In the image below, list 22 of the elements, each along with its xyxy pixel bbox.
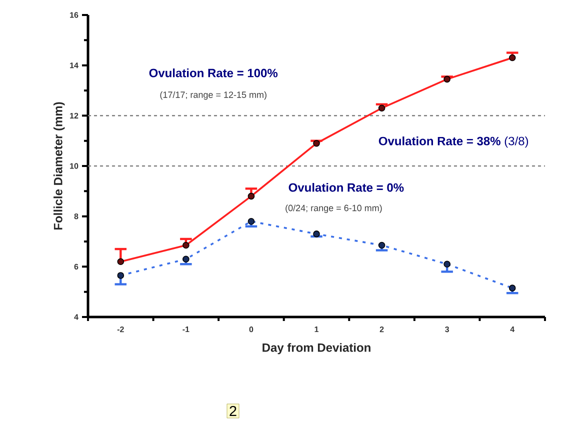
x-axis-title: Day from Deviation — [262, 343, 370, 354]
y-tick-label: 6 — [74, 264, 78, 270]
text: 2 — [230, 406, 236, 416]
y-tick-label: 4 — [74, 314, 78, 320]
x-tick-label: 0 — [249, 326, 254, 332]
annotation: Ovulation Rate = 38% (3/8) — [378, 136, 528, 148]
x-tick-label: 1 — [314, 326, 318, 332]
annotation: (17/17; range = 12-15 mm) — [160, 91, 266, 100]
annotation: Ovulation Rate = 100% — [149, 68, 278, 78]
y-tick-label: 8 — [74, 213, 78, 220]
annotation: (0/24; range = 6-10 mm) — [286, 204, 382, 213]
annotation: Ovulation Rate = 0% — [288, 182, 404, 192]
y-tick-label: 10 — [70, 163, 78, 169]
x-tick-label: 4 — [510, 326, 515, 332]
y-tick-label: 14 — [70, 62, 78, 68]
y-tick-label: 12 — [70, 112, 78, 118]
x-tick-label: -2 — [117, 326, 124, 332]
x-tick-label: 2 — [380, 326, 384, 332]
y-axis-title: Follicle Diameter (mm) — [54, 102, 65, 230]
x-tick-label: -1 — [182, 326, 190, 332]
x-tick-label: 3 — [445, 326, 449, 332]
y-tick-label: 16 — [70, 12, 78, 18]
